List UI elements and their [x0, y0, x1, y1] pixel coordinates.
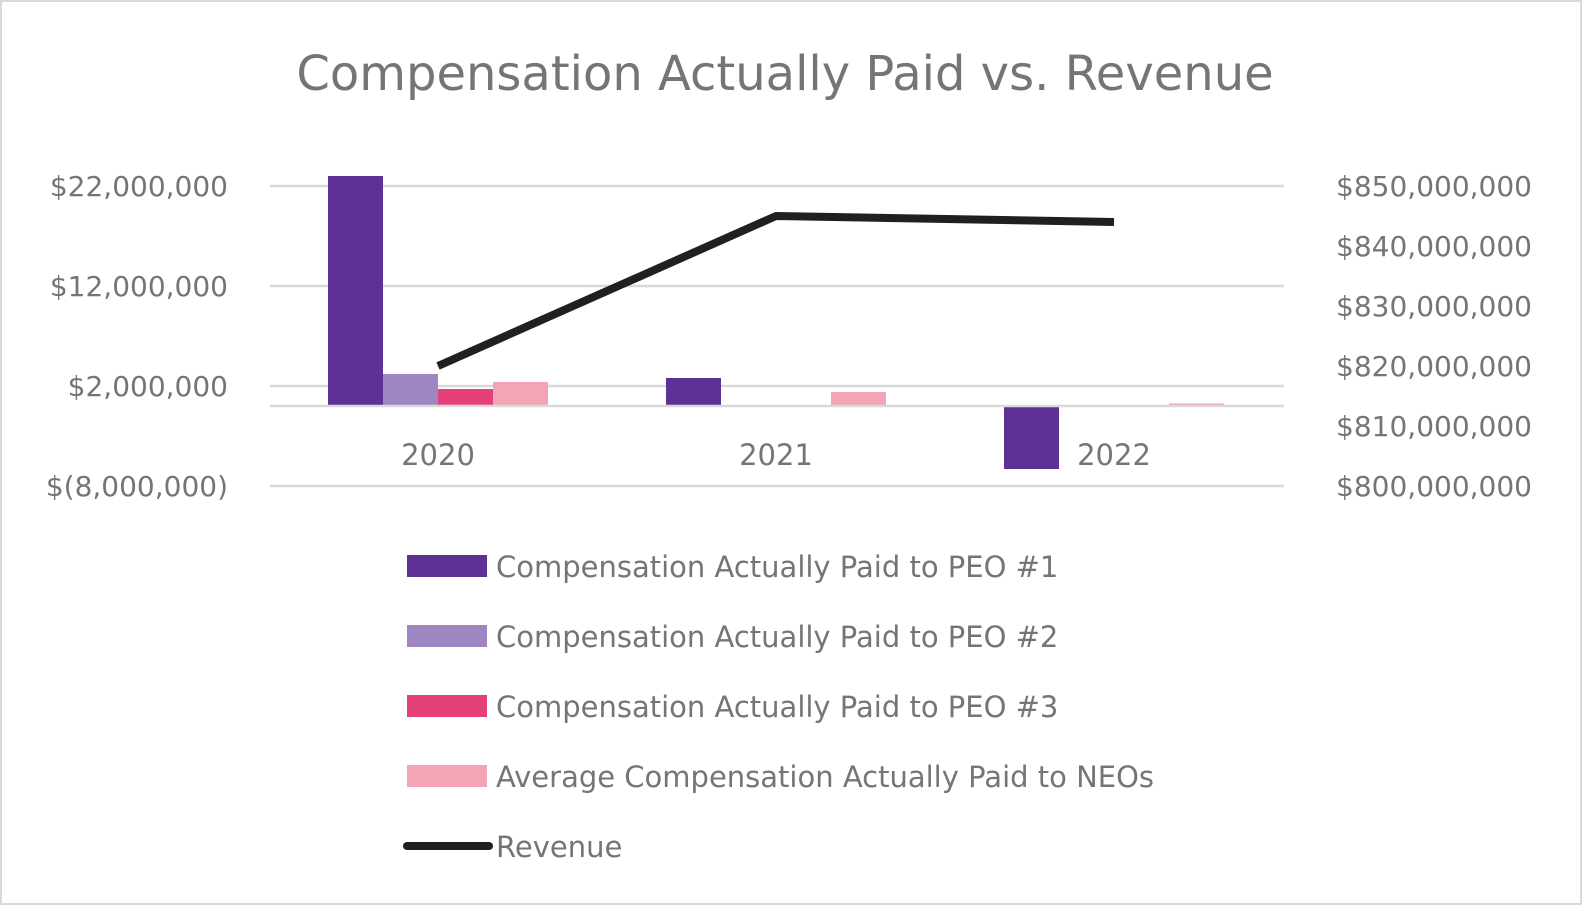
legend-label-compensation-actually-paid-to-peo-3: Compensation Actually Paid to PEO #3 — [496, 690, 1058, 724]
right-tick-label: $830,000,000 — [1336, 290, 1532, 323]
bars — [328, 176, 1224, 469]
left-tick-label: $(8,000,000) — [46, 470, 228, 503]
legend-swatch-average-compensation-actually-paid-to-neos — [407, 765, 487, 787]
bar-compensation-actually-paid-to-peo-1-2022 — [1004, 406, 1059, 469]
bar-compensation-actually-paid-to-peo-1-2020 — [328, 176, 383, 406]
revenue-line-layer — [436, 212, 1115, 370]
right-tick-label: $840,000,000 — [1336, 230, 1532, 263]
legend: Compensation Actually Paid to PEO #1 Comp… — [403, 550, 1154, 864]
gridlines — [270, 184, 1284, 488]
category-label-2020: 2020 — [401, 438, 475, 472]
left-tick-label: $2,000,000 — [68, 370, 228, 403]
right-tick-label: $820,000,000 — [1336, 350, 1532, 383]
bar-average-compensation-actually-paid-to-neos-2021 — [831, 392, 886, 406]
legend-label-compensation-actually-paid-to-peo-1: Compensation Actually Paid to PEO #1 — [496, 550, 1058, 584]
left-tick-label: $22,000,000 — [50, 170, 228, 203]
left-axis-ticks: $22,000,000 $12,000,000 $2,000,000 $(8,000,… — [46, 170, 228, 503]
legend-label-compensation-actually-paid-to-peo-2: Compensation Actually Paid to PEO #2 — [496, 620, 1058, 654]
chart-title: Compensation Actually Paid vs. Revenue — [296, 46, 1273, 102]
revenue-line — [436, 212, 1115, 370]
right-axis-ticks: $850,000,000 $840,000,000 $830,000,000 $820… — [1336, 170, 1532, 503]
category-label-2021: 2021 — [739, 438, 813, 472]
legend-label-average-compensation-actually-paid-to-neos: Average Compensation Actually Paid to NE… — [496, 760, 1154, 794]
right-tick-label: $800,000,000 — [1336, 470, 1532, 503]
legend-label-revenue: Revenue — [496, 830, 622, 864]
right-tick-label: $850,000,000 — [1336, 170, 1532, 203]
legend-swatch-compensation-actually-paid-to-peo-1 — [407, 555, 487, 577]
bar-compensation-actually-paid-to-peo-2-2020 — [383, 374, 438, 406]
category-label-2022: 2022 — [1077, 438, 1151, 472]
right-tick-label: $810,000,000 — [1336, 410, 1532, 443]
bar-compensation-actually-paid-to-peo-1-2021 — [666, 378, 721, 406]
bar-average-compensation-actually-paid-to-neos-2020 — [493, 382, 548, 406]
legend-swatch-compensation-actually-paid-to-peo-2 — [407, 625, 487, 647]
legend-swatch-compensation-actually-paid-to-peo-3 — [407, 695, 487, 717]
bar-compensation-actually-paid-to-peo-3-2020 — [438, 389, 493, 406]
category-labels: 2020 2021 2022 — [401, 438, 1151, 472]
left-tick-label: $12,000,000 — [50, 270, 228, 303]
